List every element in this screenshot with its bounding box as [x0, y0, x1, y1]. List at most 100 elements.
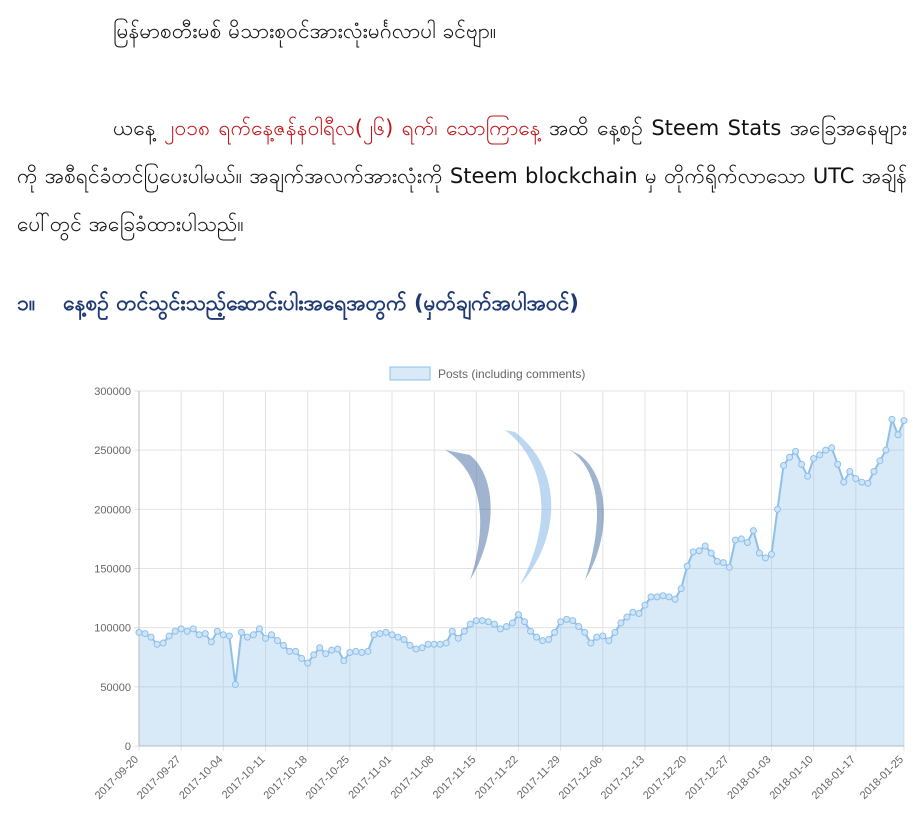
point [322, 650, 330, 658]
legend-label: Posts (including comments) [438, 367, 585, 381]
steem-logo [445, 430, 604, 585]
point [545, 636, 553, 643]
point [514, 611, 522, 619]
point [448, 627, 456, 635]
point [502, 622, 510, 630]
area [139, 419, 904, 746]
point [430, 640, 438, 648]
point [900, 417, 908, 425]
point [671, 595, 679, 603]
point [804, 472, 812, 480]
point [141, 630, 149, 638]
x-tick-label: 2017-10-11 [220, 754, 268, 802]
x-tick-label: 2017-12-13 [599, 754, 647, 802]
y-tick-label: 150000 [94, 564, 131, 576]
point [774, 505, 782, 513]
point [677, 585, 685, 593]
point [382, 628, 390, 636]
point [466, 620, 474, 628]
point [400, 636, 408, 643]
point [394, 633, 402, 641]
heading-text: နေ့စဉ် တင်သွင်းသည့်ဆောင်းပါးအရေအတွက် (မှ… [63, 291, 579, 315]
x-tick-label: 2018-01-03 [725, 754, 773, 802]
point [274, 637, 282, 645]
point [816, 451, 824, 459]
point [749, 527, 757, 535]
intro-highlight: ၂၀၁၈ ရက်နေ့ဇန်နဝါရီလ(၂၆) ရက်၊ သောကြာနေ့ [164, 116, 541, 140]
point [689, 548, 697, 556]
x-tick-label: 2018-01-25 [858, 754, 906, 802]
point [213, 627, 221, 635]
point [135, 628, 143, 636]
point [551, 628, 559, 636]
point [249, 631, 257, 639]
point [292, 647, 300, 655]
point [792, 447, 800, 455]
x-tick-label: 2017-10-04 [177, 754, 225, 802]
point [406, 641, 414, 649]
heading-number: ၁။ [17, 291, 36, 315]
point [629, 608, 637, 616]
point [183, 627, 191, 635]
point [780, 462, 788, 470]
point [798, 460, 806, 468]
point [647, 593, 655, 601]
point [623, 613, 631, 621]
point [165, 632, 173, 640]
point [527, 627, 535, 635]
point [539, 637, 547, 645]
point [569, 617, 577, 625]
point [761, 554, 769, 562]
point [424, 640, 432, 648]
point [876, 457, 884, 465]
point [719, 559, 727, 567]
point [352, 647, 360, 655]
point [328, 646, 336, 654]
x-tick-label: 2017-12-06 [557, 754, 605, 802]
point [286, 647, 294, 655]
point [496, 625, 504, 633]
point [767, 550, 775, 558]
point [822, 446, 830, 454]
point [358, 649, 366, 657]
point [171, 627, 179, 635]
y-tick-label: 0 [125, 741, 131, 753]
y-tick-label: 50000 [100, 682, 131, 694]
point [159, 639, 167, 647]
point [563, 615, 571, 623]
point [370, 631, 378, 639]
point [846, 467, 854, 475]
intro-paragraph: ယနေ့ ၂၀၁၈ ရက်နေ့ဇန်နဝါရီလ(၂၆) ရက်၊ သောကြ… [17, 104, 907, 248]
x-tick-label: 2017-09-27 [135, 754, 183, 802]
point [255, 625, 263, 633]
point [665, 593, 673, 601]
point [472, 617, 480, 625]
intro-text: အထိ နေ့စဉ် Steem Stats အခြေအနေများကို အစ… [17, 116, 907, 236]
point [882, 446, 890, 454]
point [521, 618, 529, 626]
point [490, 620, 498, 628]
point [268, 631, 276, 639]
point [810, 454, 818, 462]
point [635, 609, 643, 617]
point [243, 633, 251, 641]
point [611, 628, 619, 636]
point [828, 444, 836, 452]
point [786, 453, 794, 461]
point [454, 634, 462, 642]
x-tick-label: 2017-11-29 [515, 754, 563, 802]
point [442, 639, 450, 647]
point [388, 631, 396, 639]
point [683, 562, 691, 570]
point [207, 638, 215, 646]
point [436, 640, 444, 648]
point [364, 647, 372, 655]
point [418, 644, 426, 652]
x-tick-label: 2017-12-20 [641, 754, 689, 802]
point [737, 535, 745, 543]
point [533, 633, 541, 641]
point [153, 640, 161, 648]
point [346, 649, 354, 657]
